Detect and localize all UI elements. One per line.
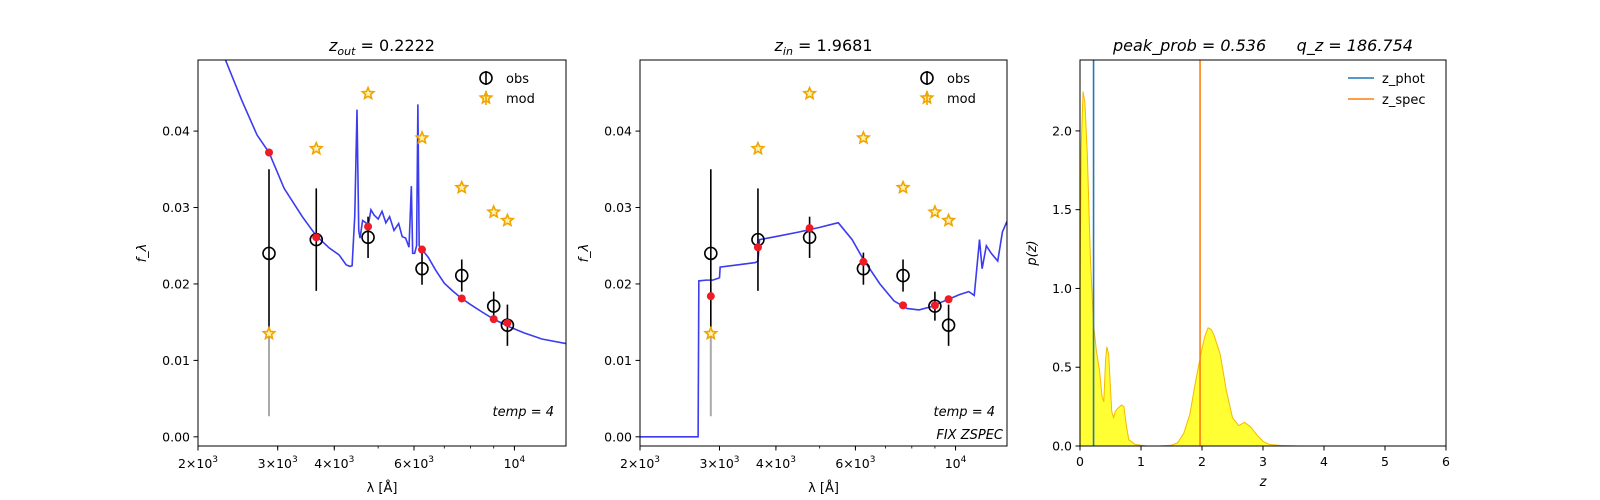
fix-zspec-annotation: FIX ZSPEC [936, 428, 1004, 443]
x-tick-label: 3 [1259, 454, 1267, 469]
y-tick-label: 0.02 [162, 276, 190, 291]
legend-z-spec-label: z_spec [1382, 93, 1426, 108]
mod-point [750, 140, 766, 156]
mod-point [360, 85, 376, 101]
x-axis-label: z [1259, 475, 1268, 490]
mod-point [454, 179, 470, 195]
legend: z_phot z_spec [1348, 72, 1426, 108]
obs-point [361, 230, 375, 245]
x-tick-label: 6×103 [394, 455, 434, 471]
model-flux-point [859, 257, 868, 266]
sed-panel-1: 2×103 3×103 4×103 6×103 104 0.00 0.01 0.02 0.03 0… [135, 36, 567, 496]
x-tick-label: 4×103 [756, 455, 796, 471]
model-flux-point [418, 245, 427, 254]
model-flux-point [899, 301, 908, 310]
chart-title: peak_prob = 0.536 q_z = 186.754 [1112, 36, 1413, 56]
y-tick-label: 0.00 [604, 429, 632, 444]
axes-frame [1079, 59, 1447, 447]
model-flux-point [805, 224, 814, 233]
model-flux-point [457, 294, 466, 303]
x-axis-label: λ [Å] [808, 480, 839, 496]
legend: obs mod [919, 71, 976, 107]
x-axis-label: λ [Å] [367, 480, 398, 496]
legend-mod-label: mod [947, 92, 976, 107]
legend: obs mod [478, 71, 535, 107]
model-flux-point [930, 301, 939, 310]
mod-point [499, 212, 516, 228]
x-tick-label: 3×103 [258, 455, 298, 471]
obs-point [896, 268, 910, 283]
mod-point [927, 204, 943, 219]
model-flux-point [503, 318, 512, 327]
x-tick-label: 2 [1198, 454, 1206, 469]
model-flux-point [265, 148, 274, 157]
obs-point [941, 318, 956, 333]
x-tick-label: 5 [1381, 454, 1389, 469]
x-tick-label: 104 [504, 455, 526, 471]
model-flux-point [944, 295, 953, 304]
pz-panel: 0 1 2 3 4 5 6 0.0 0.5 1.0 1.5 2.0 peak_prob = 0.536 … [1025, 36, 1450, 490]
y-tick-label: 1.5 [1052, 202, 1072, 217]
x-tick-label: 0 [1076, 454, 1084, 469]
x-tick-label: 2×103 [620, 455, 660, 471]
obs-point [704, 246, 718, 261]
y-tick-label: 0.03 [162, 200, 190, 215]
obs-point [262, 246, 276, 261]
mod-point [261, 325, 277, 341]
obs-point [415, 261, 429, 276]
y-tick-label: 0.5 [1052, 360, 1072, 375]
model-flux-point [364, 222, 373, 231]
template-annotation: temp = 4 [934, 405, 995, 420]
x-tick-label: 6 [1442, 454, 1450, 469]
model-flux-point [753, 243, 762, 252]
y-tick-label: 2.0 [1052, 123, 1072, 138]
y-tick-label: 0.00 [162, 429, 190, 444]
x-tick-label: 6×103 [835, 455, 875, 471]
legend-obs-label: obs [947, 72, 970, 87]
pz-area [1079, 91, 1385, 447]
y-tick-label: 1.0 [1052, 281, 1072, 296]
mod-point [486, 204, 502, 219]
y-tick-label: 0.0 [1052, 439, 1072, 454]
axes-frame [197, 59, 567, 447]
mod-point [940, 212, 957, 228]
obs-point [486, 299, 501, 313]
y-axis-label: p(z) [1025, 240, 1040, 266]
axes-frame [639, 59, 1008, 447]
x-tick-label: 1 [1137, 454, 1145, 469]
y-tick-label: 0.04 [604, 124, 632, 139]
sed-panel-2: 2×103 3×103 4×103 6×103 104 0.00 0.01 0.02 0.03 0… [577, 36, 1008, 496]
template-annotation: temp = 4 [493, 405, 554, 420]
mod-point [414, 129, 430, 145]
y-tick-label: 0.04 [162, 124, 190, 139]
y-axis-label: f_λ [577, 244, 592, 263]
legend-obs-label: obs [506, 72, 529, 87]
mod-point [703, 325, 719, 341]
y-tick-label: 0.02 [604, 276, 632, 291]
mod-point [308, 140, 324, 156]
legend-z-phot-label: z_phot [1382, 72, 1425, 87]
y-tick-label: 0.03 [604, 200, 632, 215]
x-tick-label: 3×103 [699, 455, 739, 471]
model-flux-point [312, 233, 321, 242]
obs-point [454, 268, 469, 283]
x-tick-label: 4×103 [314, 455, 354, 471]
mod-point [895, 179, 911, 195]
sed-model-line [224, 60, 566, 345]
model-flux-point [489, 315, 498, 324]
y-tick-label: 0.01 [162, 353, 190, 368]
obs-point [928, 299, 942, 313]
chart-title: zout = 0.2222 [328, 36, 435, 58]
chart-title: zin = 1.9681 [774, 36, 873, 58]
legend-mod-label: mod [506, 92, 535, 107]
y-tick-label: 0.01 [604, 353, 632, 368]
model-flux-point [706, 292, 715, 301]
x-tick-label: 4 [1320, 454, 1328, 469]
x-tick-label: 2×103 [178, 455, 218, 471]
mod-point [855, 129, 872, 145]
y-axis-label: f_λ [135, 244, 150, 263]
mod-point [801, 85, 818, 101]
x-tick-label: 104 [945, 455, 967, 471]
